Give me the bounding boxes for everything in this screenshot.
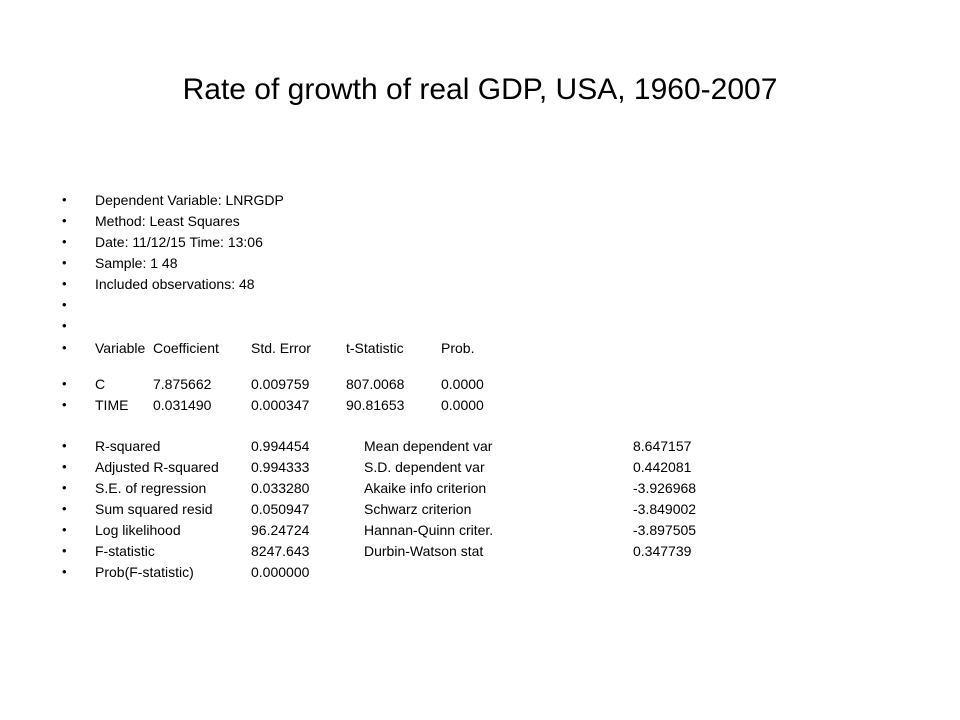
stat-label: S.D. dependent var [364,459,485,475]
bullet: • [62,255,67,270]
column-header-t-statistic: t-Statistic [346,340,404,356]
stat-value: 0.347739 [633,543,692,559]
stat-value: -3.849002 [633,501,697,517]
stat-value: 96.24724 [251,522,310,538]
variable-name: TIME [95,397,129,413]
std-error-value: 0.009759 [251,376,310,392]
stat-label: Prob(F-statistic) [95,564,194,580]
stat-label: R-squared [95,438,161,454]
t-statistic-value: 807.0068 [346,376,405,392]
header-line-text: Sample: 1 48 [95,255,178,271]
bullet: • [62,192,67,207]
bullet: • [62,543,67,558]
stat-value: 0.994333 [251,459,310,475]
stat-label: Adjusted R-squared [95,459,219,475]
bullet: • [62,397,67,412]
header-line-text: Dependent Variable: LNRGDP [95,192,284,208]
header-line-text: Included observations: 48 [95,276,255,292]
column-header-std-error: Std. Error [251,340,311,356]
bullet: • [62,522,67,537]
bullet: • [62,297,67,312]
t-statistic-value: 90.81653 [346,397,405,413]
bullet: • [62,480,67,495]
stat-label: Sum squared resid [95,501,213,517]
column-header-prob: Prob. [441,340,475,356]
stat-value: -3.926968 [633,480,697,496]
std-error-value: 0.000347 [251,397,310,413]
coefficient-value: 7.875662 [153,376,212,392]
bullet: • [62,318,67,333]
stat-label: Hannan-Quinn criter. [364,522,494,538]
stat-label: Mean dependent var [364,438,493,454]
bullet: • [62,438,67,453]
prob-value: 0.0000 [441,397,484,413]
bullet: • [62,501,67,516]
stat-value: 8.647157 [633,438,692,454]
stat-value: 0.442081 [633,459,692,475]
bullet: • [62,564,67,579]
stat-label: F-statistic [95,543,155,559]
stat-value: 0.050947 [251,501,310,517]
stat-label: S.E. of regression [95,480,207,496]
stat-label: Schwarz criterion [364,501,472,517]
column-header-coefficient: Coefficient [153,340,219,356]
stat-value: 0.994454 [251,438,310,454]
stat-label: Log likelihood [95,522,181,538]
header-line-text: Method: Least Squares [95,213,240,229]
stat-value: 0.000000 [251,564,310,580]
stat-value: 8247.643 [251,543,310,559]
stat-value: -3.897505 [633,522,697,538]
slide-title: Rate of growth of real GDP, USA, 1960-20… [182,73,778,106]
bullet: • [62,213,67,228]
bullet: • [62,276,67,291]
bullet: • [62,340,67,355]
header-line-text: Date: 11/12/15 Time: 13:06 [95,234,263,250]
variable-name: C [95,376,106,392]
column-header-variable: Variable [95,340,146,356]
coefficient-value: 0.031490 [153,397,212,413]
stat-label: Durbin-Watson stat [364,543,484,559]
bullet: • [62,376,67,391]
stat-label: Akaike info criterion [364,480,487,496]
stat-value: 0.033280 [251,480,310,496]
prob-value: 0.0000 [441,376,484,392]
bullet: • [62,459,67,474]
bullet: • [62,234,67,249]
